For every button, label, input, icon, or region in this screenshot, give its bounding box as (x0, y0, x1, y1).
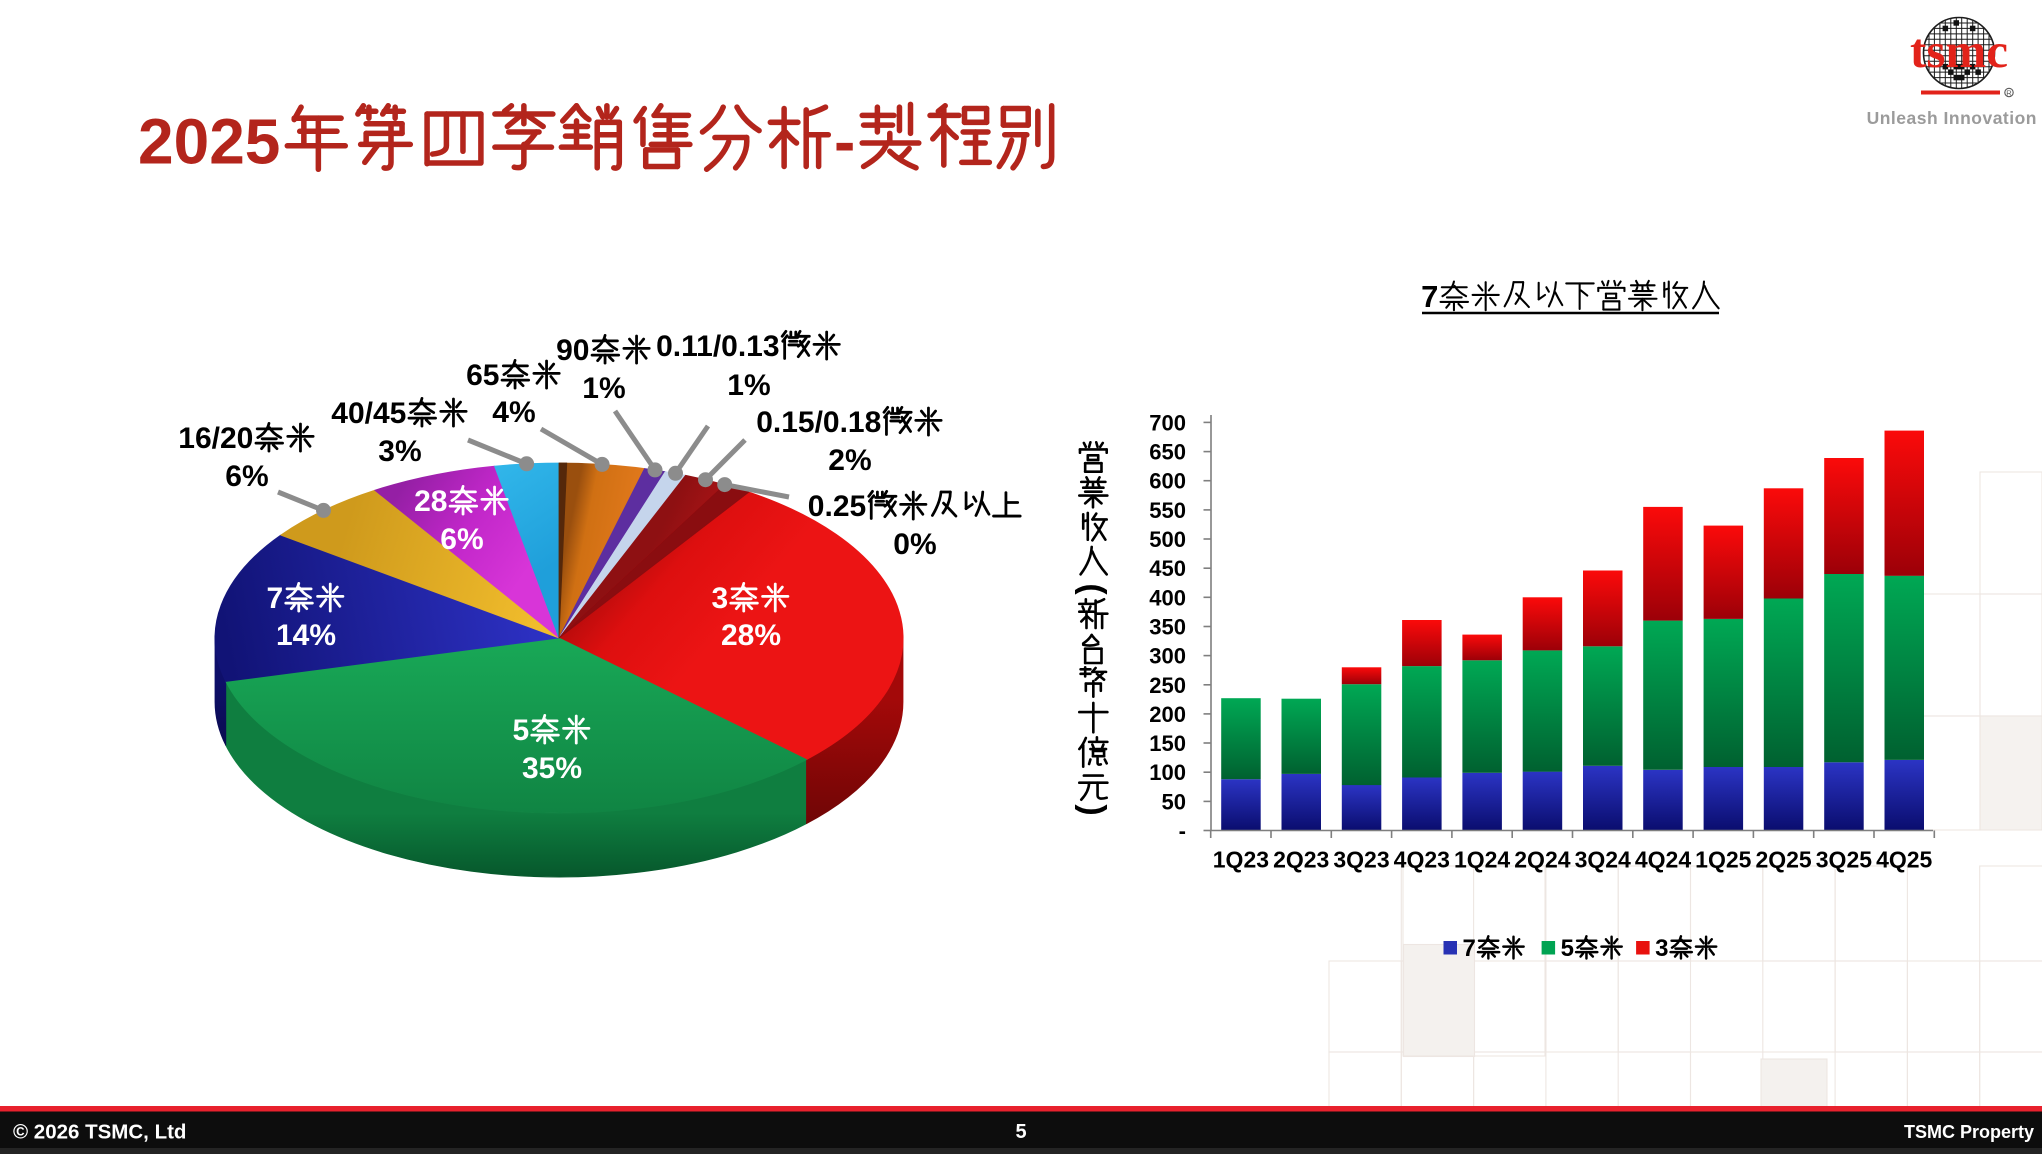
svg-text:5: 5 (1561, 935, 1574, 962)
svg-text:400: 400 (1149, 585, 1186, 610)
svg-text:500: 500 (1149, 527, 1186, 552)
svg-text:7: 7 (267, 582, 284, 615)
svg-text:50: 50 (1162, 789, 1186, 814)
svg-text:R: R (2006, 88, 2012, 97)
svg-text:5: 5 (513, 714, 530, 747)
svg-text:3%: 3% (378, 435, 421, 468)
svg-text:2025: 2025 (138, 105, 280, 177)
svg-text:65: 65 (466, 359, 499, 392)
svg-text:14%: 14% (276, 619, 336, 652)
svg-text:-: - (1179, 819, 1186, 844)
svg-text:1%: 1% (582, 372, 625, 405)
svg-text:6%: 6% (440, 523, 483, 556)
svg-text:550: 550 (1149, 498, 1186, 523)
svg-text:0%: 0% (893, 528, 936, 561)
svg-text:(: ( (1074, 583, 1112, 595)
svg-text:28: 28 (414, 485, 447, 518)
svg-text:2Q24: 2Q24 (1514, 847, 1570, 873)
svg-text:): ) (1074, 804, 1112, 815)
svg-text:4Q23: 4Q23 (1394, 847, 1450, 873)
svg-text:tsmc: tsmc (1910, 23, 2008, 78)
svg-text:150: 150 (1149, 731, 1186, 756)
svg-text:4Q25: 4Q25 (1876, 847, 1932, 873)
svg-text:700: 700 (1149, 410, 1186, 435)
svg-text:2Q23: 2Q23 (1273, 847, 1329, 873)
svg-text:7: 7 (1421, 279, 1438, 314)
svg-text:35%: 35% (522, 752, 582, 785)
svg-text:4Q24: 4Q24 (1635, 847, 1691, 873)
svg-text:4%: 4% (492, 396, 535, 429)
svg-text:0.11/0.13: 0.11/0.13 (656, 330, 779, 363)
svg-text:200: 200 (1149, 702, 1186, 727)
svg-text:3Q23: 3Q23 (1333, 847, 1389, 873)
svg-text:7: 7 (1463, 935, 1476, 962)
svg-text:Unleash Innovation: Unleash Innovation (1867, 108, 2037, 128)
svg-text:1Q24: 1Q24 (1454, 847, 1510, 873)
svg-text:100: 100 (1149, 760, 1186, 785)
svg-text:2%: 2% (828, 444, 871, 477)
svg-text:650: 650 (1149, 440, 1186, 465)
svg-text:-: - (834, 105, 855, 177)
svg-text:450: 450 (1149, 556, 1186, 581)
svg-text:350: 350 (1149, 615, 1186, 640)
svg-text:40/45: 40/45 (331, 397, 406, 430)
svg-text:© 2026 TSMC, Ltd: © 2026 TSMC, Ltd (13, 1121, 186, 1144)
svg-text:300: 300 (1149, 644, 1186, 669)
svg-text:TSMC Property: TSMC Property (1904, 1122, 2034, 1142)
svg-text:2Q25: 2Q25 (1755, 847, 1811, 873)
svg-text:0.25: 0.25 (808, 490, 866, 523)
svg-text:90: 90 (556, 334, 589, 367)
svg-text:250: 250 (1149, 673, 1186, 698)
svg-text:1%: 1% (727, 369, 770, 402)
svg-text:600: 600 (1149, 469, 1186, 494)
svg-text:5: 5 (1015, 1121, 1026, 1143)
svg-text:1Q23: 1Q23 (1213, 847, 1269, 873)
svg-text:1Q25: 1Q25 (1695, 847, 1751, 873)
svg-text:3Q24: 3Q24 (1575, 847, 1631, 873)
svg-text:6%: 6% (225, 460, 268, 493)
svg-text:3: 3 (712, 582, 729, 615)
svg-text:3: 3 (1655, 935, 1668, 962)
svg-text:3Q25: 3Q25 (1816, 847, 1872, 873)
svg-text:16/20: 16/20 (178, 422, 253, 455)
svg-text:28%: 28% (721, 619, 781, 652)
svg-text:0.15/0.18: 0.15/0.18 (756, 406, 881, 439)
